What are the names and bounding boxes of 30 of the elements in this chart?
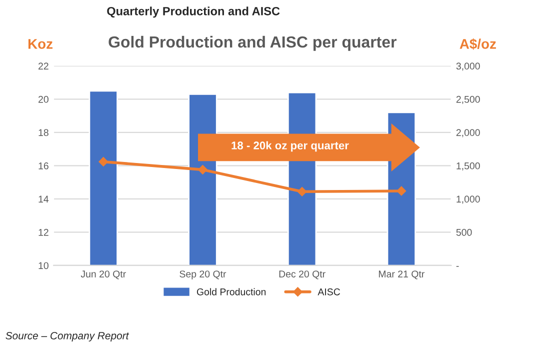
y2-tick-label: 1,000	[456, 196, 480, 204]
y2-tick-label: -	[456, 266, 459, 267]
y2-tick-label: 2,500	[456, 96, 480, 104]
y2-tick-label: 2,000	[456, 129, 480, 138]
y-tick-label: 20	[38, 96, 48, 103]
point	[396, 186, 406, 196]
x-tick-label: Dec 20 Qtr	[279, 270, 326, 280]
y2-axis-title: A$/oz	[460, 38, 496, 50]
y2-tick-label: 1,500	[456, 162, 480, 170]
y-tick-label: 18	[38, 129, 48, 136]
legend-label: Gold Production	[196, 288, 266, 296]
y2-tick-label: 500	[456, 228, 472, 236]
y-tick-label: 16	[38, 162, 48, 170]
y-tick-label: 14	[38, 196, 49, 202]
point	[297, 187, 307, 196]
y-tick-label: 22	[38, 62, 48, 70]
chart-subtitle: Gold Production and AISC per quarter	[108, 36, 397, 51]
annotation: 18 - 20k oz per quarter	[232, 141, 349, 152]
y-tick-label: 12	[38, 228, 48, 236]
chart-title: Quarterly Production and AISC	[107, 6, 280, 18]
x-tick-label: Sep 20 Qtr	[180, 270, 226, 280]
point	[198, 165, 208, 174]
y-tick-label: 10	[38, 262, 48, 270]
legend-label: AISC	[318, 288, 340, 296]
y2-tick-label: 3,000	[456, 62, 480, 71]
point	[98, 157, 108, 166]
y-axis-title: Koz	[28, 39, 53, 49]
x-tick-label: Mar 21 Qtr	[378, 270, 424, 280]
x-tick-label: Jun 20 Qtr	[80, 270, 126, 280]
source-note: Source – Company Report	[6, 332, 130, 342]
